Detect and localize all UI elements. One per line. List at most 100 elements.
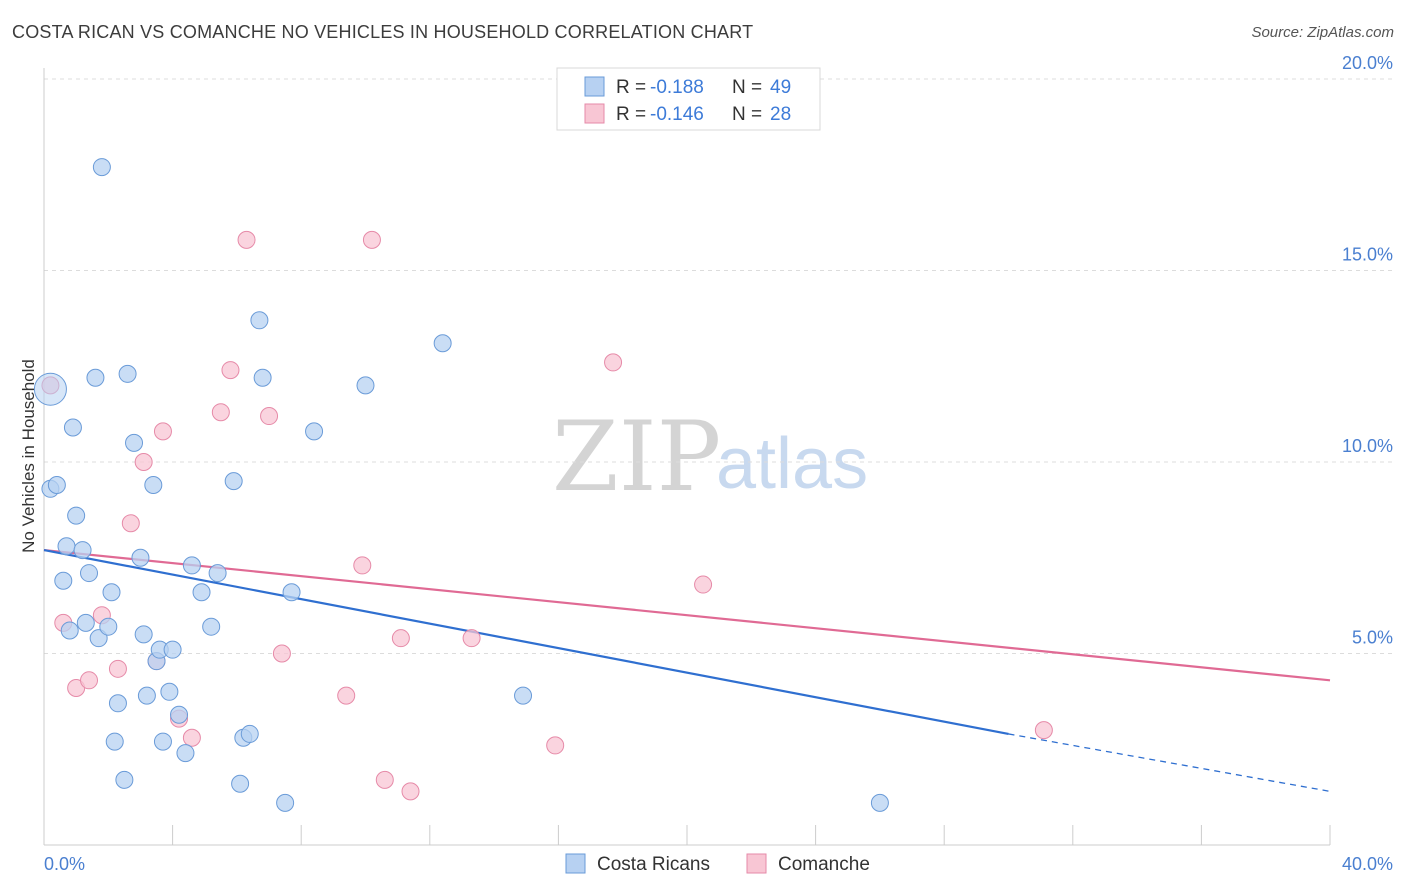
costa-ricans-point-32	[182, 556, 201, 575]
costa-ricans-point-0	[33, 372, 67, 406]
comanche-point-22	[401, 782, 420, 801]
costa-ricans-point-11	[86, 368, 105, 387]
costa-ricans-point-30	[170, 705, 189, 724]
comanche-point-24	[546, 736, 565, 755]
costa-ricans-point-15	[102, 583, 121, 602]
costa-ricans-point-45	[356, 376, 375, 395]
costa-ricans-point-4	[57, 537, 76, 556]
comanche-point-20	[375, 770, 394, 789]
series-legend: Costa Ricans Comanche	[565, 853, 870, 875]
costa-ricans-point-35	[208, 564, 227, 583]
comanche-point-12	[211, 403, 230, 422]
costa-ricans-point-17	[108, 694, 127, 713]
costa-ricans-point-20	[125, 433, 144, 452]
comanche-point-5	[108, 659, 127, 678]
gridlines	[44, 78, 1393, 654]
costa-ricans-point-28	[160, 682, 179, 701]
costa-ricans-point-2	[47, 475, 66, 494]
bottom-legend-label-costa-ricans: Costa Ricans	[597, 854, 710, 875]
legend-swatch-costa-ricans	[584, 76, 605, 97]
costa-ricans-point-47	[514, 686, 533, 705]
costa-ricans-point-22	[134, 625, 153, 644]
watermark-zip: ZIP	[552, 401, 721, 513]
comanche-point-18	[353, 556, 372, 575]
costa-ricans-point-41	[253, 368, 272, 387]
costa-ricans-point-21	[131, 548, 150, 567]
costa-ricans-point-27	[153, 732, 172, 751]
legend-r-label-2: R =	[616, 104, 646, 125]
y-tick-label-15: 15.0%	[1342, 245, 1393, 265]
comanche-point-6	[121, 514, 140, 533]
trend-line-comanche	[43, 548, 1331, 682]
x-tick-labels: 0.0% 40.0%	[44, 854, 1393, 874]
costa-ricans-point-7	[67, 506, 86, 525]
y-tick-label-5: 5.0%	[1352, 628, 1393, 648]
costa-ricans-point-13	[92, 158, 111, 177]
comanche-point-19	[362, 230, 381, 249]
costa-ricans-point-33	[192, 583, 211, 602]
legend-r-value-2: -0.146	[650, 104, 704, 125]
costa-ricans-point-24	[144, 475, 163, 494]
costa-ricans-point-48	[870, 793, 889, 812]
comanche-points	[41, 230, 1053, 801]
comanche-point-21	[391, 629, 410, 648]
costa-ricans-point-23	[137, 686, 156, 705]
comanche-point-23	[462, 629, 481, 648]
stats-legend: R = -0.188 N = 49 R = -0.146 N = 28	[556, 67, 821, 131]
legend-swatch-comanche	[584, 103, 605, 124]
costa-ricans-point-16	[105, 732, 124, 751]
legend-n-value-1: 49	[770, 77, 791, 98]
costa-ricans-point-46	[433, 334, 452, 353]
costa-ricans-point-31	[176, 744, 195, 763]
legend-n-value-2: 28	[770, 104, 791, 125]
costa-ricans-point-44	[305, 422, 324, 441]
costa-ricans-point-37	[231, 774, 250, 793]
costa-ricans-point-42	[276, 793, 295, 812]
y-tick-label-10: 10.0%	[1342, 436, 1393, 456]
chart-title: COSTA RICAN VS COMANCHE NO VEHICLES IN H…	[12, 22, 754, 42]
comanche-point-16	[272, 644, 291, 663]
comanche-point-9	[153, 422, 172, 441]
costa-ricans-point-10	[80, 564, 99, 583]
costa-ricans-point-6	[63, 418, 82, 437]
bottom-legend-label-comanche: Comanche	[778, 854, 870, 875]
costa-ricans-point-18	[115, 770, 134, 789]
source-label: Source: ZipAtlas.com	[1251, 24, 1394, 41]
costa-ricans-point-5	[60, 621, 79, 640]
costa-ricans-point-39	[240, 724, 259, 743]
trend-line-costa-ricans	[43, 549, 1009, 736]
axes	[43, 68, 1331, 846]
comanche-point-26	[694, 575, 713, 594]
legend-n-label-1: N =	[732, 77, 762, 98]
costa-ricans-point-40	[250, 311, 269, 330]
x-tick-label-min: 0.0%	[44, 854, 85, 874]
bottom-legend-swatch-comanche	[746, 853, 767, 874]
bottom-legend-swatch-costa-ricans	[565, 853, 586, 874]
comanche-point-13	[221, 361, 240, 380]
comanche-point-11	[182, 728, 201, 747]
y-tick-label-20: 20.0%	[1342, 53, 1393, 73]
costa-ricans-point-12	[89, 629, 108, 648]
x-tick-label-max: 40.0%	[1342, 854, 1393, 874]
legend-r-value-1: -0.188	[650, 77, 704, 98]
costa-ricans-point-29	[163, 640, 182, 659]
comanche-point-25	[604, 353, 623, 372]
costa-ricans-point-19	[118, 364, 137, 383]
comanche-point-15	[260, 407, 279, 426]
trend-line-costa-ricans-extrapolated	[1008, 733, 1331, 793]
costa-ricans-point-14	[99, 617, 118, 636]
legend-r-label-1: R =	[616, 77, 646, 98]
costa-ricans-point-8	[73, 541, 92, 560]
comanche-point-14	[237, 230, 256, 249]
costa-ricans-points	[33, 158, 889, 812]
legend-n-label-2: N =	[732, 104, 762, 125]
comanche-point-17	[337, 686, 356, 705]
costa-ricans-point-43	[282, 583, 301, 602]
watermark-atlas: atlas	[716, 424, 868, 504]
costa-ricans-point-36	[224, 472, 243, 491]
costa-ricans-point-9	[76, 613, 95, 632]
trend-lines	[43, 548, 1331, 793]
comanche-point-7	[134, 453, 153, 471]
comanche-point-3	[80, 671, 99, 690]
